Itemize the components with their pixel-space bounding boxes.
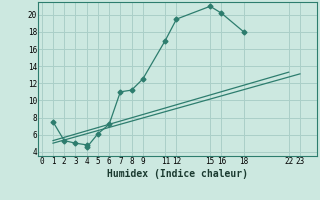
X-axis label: Humidex (Indice chaleur): Humidex (Indice chaleur) — [107, 169, 248, 179]
